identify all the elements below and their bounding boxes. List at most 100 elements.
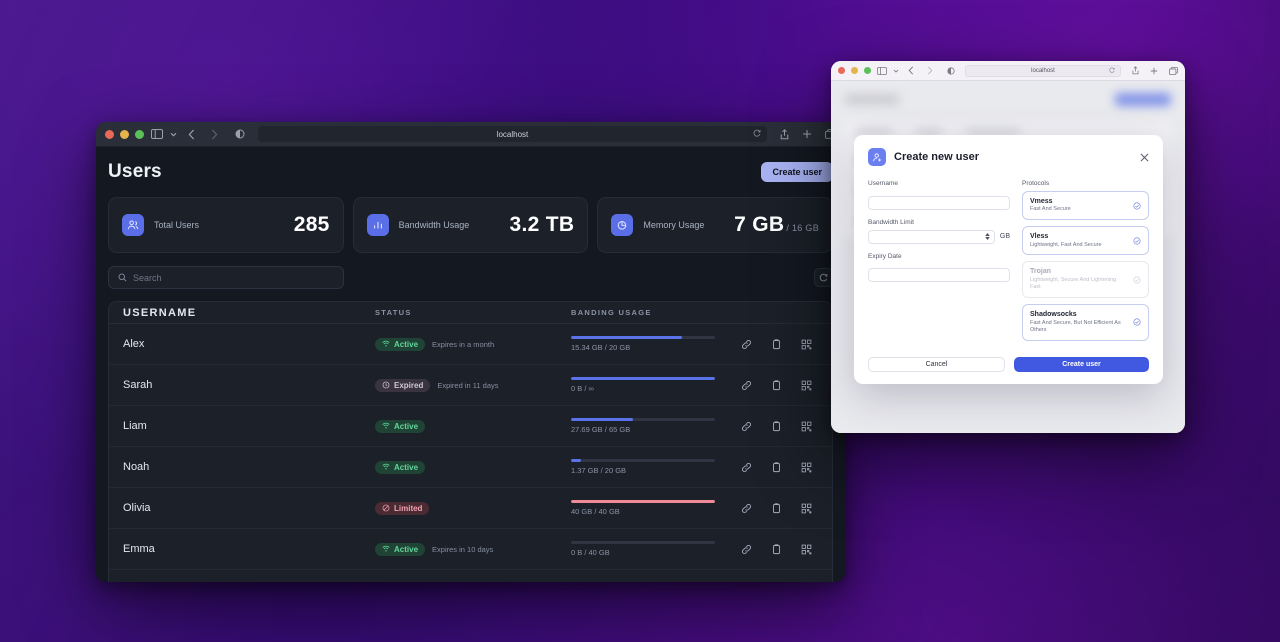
new-tab-icon[interactable] bbox=[1150, 67, 1158, 75]
maximize-window-button[interactable] bbox=[135, 129, 144, 139]
stat-label: Bandwidth Usage bbox=[398, 220, 470, 230]
chevron-down-icon[interactable] bbox=[893, 69, 899, 73]
stat-label: Memory Usage bbox=[643, 220, 705, 230]
forward-arrow-icon[interactable] bbox=[211, 129, 218, 140]
table-row[interactable]: Sarah Expired Expired in 11 days 0 B / ∞ bbox=[109, 365, 832, 406]
stat-value: 3.2 TB bbox=[509, 213, 575, 236]
status-badge-label: Active bbox=[394, 421, 419, 431]
check-circle-icon[interactable] bbox=[1133, 201, 1141, 210]
maximize-window-button[interactable] bbox=[864, 67, 871, 74]
link-icon[interactable] bbox=[741, 544, 752, 555]
close-window-button[interactable] bbox=[105, 129, 114, 139]
minimize-window-button[interactable] bbox=[120, 129, 129, 139]
status-badge: Active bbox=[375, 419, 426, 433]
table-row[interactable]: Alex Active Expires in a month 15.34 GB / 2… bbox=[109, 324, 832, 365]
add-user-icon bbox=[868, 148, 886, 166]
share-icon[interactable] bbox=[1132, 66, 1139, 75]
username-field[interactable] bbox=[868, 195, 1010, 210]
close-icon[interactable] bbox=[1140, 153, 1149, 162]
stat-value-sub: / 16 GB bbox=[786, 223, 820, 233]
back-arrow-icon[interactable] bbox=[188, 129, 195, 140]
protocol-option[interactable]: Trojan Lightweight, Secure And Lightening… bbox=[1022, 261, 1149, 299]
sidebar-icon[interactable] bbox=[877, 66, 887, 75]
link-icon[interactable] bbox=[741, 421, 752, 432]
table-row[interactable]: Liam Active 27.69 GB / 65 GB bbox=[109, 406, 832, 447]
expiry-date-field[interactable] bbox=[868, 268, 1010, 282]
back-arrow-icon[interactable] bbox=[908, 66, 914, 75]
share-icon[interactable] bbox=[780, 128, 789, 140]
address-bar[interactable]: localhost bbox=[965, 64, 1121, 77]
clipboard-icon[interactable] bbox=[771, 338, 782, 350]
row-actions bbox=[741, 379, 818, 391]
search-box[interactable] bbox=[108, 266, 344, 289]
create-user-modal: Create new user Username Bandwidth Limit bbox=[854, 135, 1163, 384]
usage-bar bbox=[571, 377, 715, 380]
reload-icon[interactable] bbox=[1109, 67, 1115, 75]
users-page: Users Create user Total Users 285 Bandwi… bbox=[96, 147, 845, 582]
protocol-name: Trojan bbox=[1030, 268, 1052, 276]
protocol-name: Vmess bbox=[1030, 198, 1053, 205]
chevron-down-icon[interactable] bbox=[170, 132, 177, 137]
clipboard-icon[interactable] bbox=[771, 543, 782, 555]
qr-code-icon[interactable] bbox=[801, 339, 812, 350]
qr-code-icon[interactable] bbox=[801, 462, 812, 473]
qr-code-icon[interactable] bbox=[801, 421, 812, 432]
check-circle-icon[interactable] bbox=[1133, 237, 1141, 245]
link-icon[interactable] bbox=[741, 380, 752, 391]
cell-banding-usage: 27.69 GB / 65 GB bbox=[571, 418, 818, 434]
address-bar[interactable]: localhost bbox=[258, 126, 767, 142]
usage-meter: 1.37 GB / 20 GB bbox=[571, 459, 715, 475]
cell-banding-usage: 0 B / 40 GB bbox=[571, 541, 818, 557]
close-window-button[interactable] bbox=[838, 67, 845, 74]
usage-bar bbox=[571, 418, 715, 421]
link-icon[interactable] bbox=[741, 462, 752, 473]
traffic-lights[interactable] bbox=[105, 129, 144, 139]
sidebar-icon[interactable] bbox=[151, 129, 163, 139]
protocol-option[interactable]: Shadowsocks Fast And Secure, But Not Effi… bbox=[1022, 304, 1149, 341]
cancel-button[interactable]: Cancel bbox=[868, 356, 1005, 372]
row-actions bbox=[741, 502, 818, 514]
table-row[interactable]: Emma Active Expires in 10 days 0 B / 40 GB bbox=[109, 529, 832, 570]
table-row[interactable]: Noah Active 1.37 GB / 20 GB bbox=[109, 447, 832, 488]
submit-create-user-button[interactable]: Create user bbox=[1014, 356, 1149, 372]
minimize-window-button[interactable] bbox=[851, 67, 858, 74]
protocol-option[interactable]: Vmess Fast And Secure bbox=[1022, 191, 1149, 221]
wifi-icon bbox=[382, 463, 390, 471]
stat-label: Total Users bbox=[154, 220, 200, 230]
create-user-button[interactable]: Create user bbox=[761, 162, 833, 182]
usage-label: 1.37 GB / 20 GB bbox=[571, 466, 627, 475]
protocol-option[interactable]: Vless Lightweight, Fast And Secure bbox=[1022, 226, 1149, 256]
clipboard-icon[interactable] bbox=[771, 461, 782, 473]
qr-code-icon[interactable] bbox=[801, 380, 812, 391]
bandwidth-stepper[interactable] bbox=[868, 229, 995, 244]
table-row[interactable]: SophiaActive bbox=[109, 570, 832, 582]
clipboard-icon[interactable] bbox=[771, 379, 782, 391]
check-circle-icon[interactable] bbox=[1133, 276, 1141, 284]
clipboard-icon[interactable] bbox=[771, 502, 782, 514]
tab-overview-icon[interactable] bbox=[1169, 66, 1178, 75]
cell-username: Noah bbox=[123, 461, 150, 473]
protocols-label: Protocols bbox=[1022, 180, 1050, 187]
usage-bar bbox=[571, 500, 715, 503]
reload-icon[interactable] bbox=[753, 129, 761, 139]
new-tab-icon[interactable] bbox=[802, 129, 812, 139]
traffic-lights[interactable] bbox=[838, 67, 871, 74]
usage-label: 0 B / 40 GB bbox=[571, 548, 610, 557]
search-input[interactable] bbox=[133, 272, 334, 283]
modal-form-fields: Username Bandwidth Limit GB bbox=[868, 180, 1010, 347]
link-icon[interactable] bbox=[741, 503, 752, 514]
clock-icon bbox=[382, 381, 390, 389]
bandwidth-limit-field[interactable] bbox=[868, 229, 995, 244]
privacy-shield-icon[interactable] bbox=[235, 129, 245, 139]
forward-arrow-icon[interactable] bbox=[927, 66, 933, 75]
qr-code-icon[interactable] bbox=[801, 544, 812, 555]
privacy-shield-icon[interactable] bbox=[947, 66, 955, 75]
check-circle-icon[interactable] bbox=[1133, 318, 1141, 327]
stepper-arrows-icon[interactable] bbox=[985, 233, 990, 240]
table-row[interactable]: Olivia Limited 40 GB / 40 GB bbox=[109, 488, 832, 529]
cell-status: Active bbox=[375, 419, 571, 433]
clipboard-icon[interactable] bbox=[771, 420, 782, 432]
link-icon[interactable] bbox=[741, 339, 752, 350]
address-bar-url: localhost bbox=[496, 129, 529, 139]
qr-code-icon[interactable] bbox=[801, 503, 812, 514]
